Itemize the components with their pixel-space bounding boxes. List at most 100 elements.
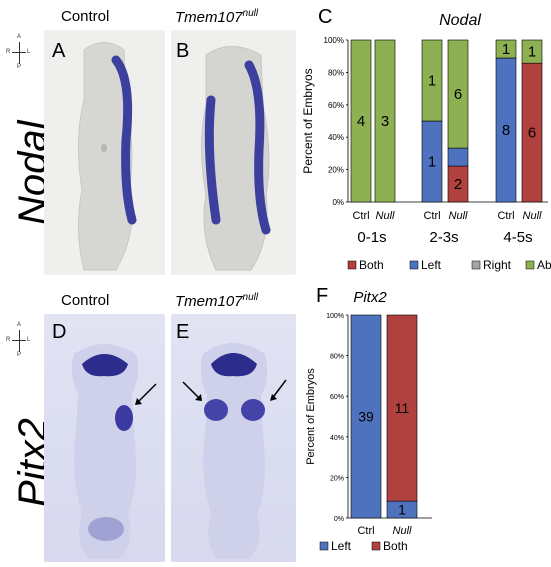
data-label: 1 (428, 73, 436, 90)
y-tick-label: 0% (332, 198, 344, 207)
legend-label-right: Right (483, 258, 512, 272)
legend-label-both: Both (359, 258, 384, 272)
legend-swatch-both (371, 541, 381, 551)
legend-label-absent: Absent (537, 258, 551, 272)
data-label: 1 (502, 41, 510, 58)
bar-segment-absent (350, 39, 372, 203)
legend-swatch-both (347, 260, 357, 270)
panel-f-label: F (316, 285, 329, 307)
data-label: 1 (528, 44, 536, 61)
axis-left: L (27, 49, 31, 55)
axis-posterior: P (17, 352, 22, 358)
panel-b-label: B (176, 40, 190, 62)
x-tick-label: Null (523, 210, 543, 222)
data-label: 2 (454, 176, 462, 193)
bar-segment-both (386, 314, 418, 502)
axis-right: R (6, 337, 11, 343)
x-tick-label: Null (376, 210, 396, 222)
top-col1-header: Control (61, 8, 110, 25)
x-tick-label: Null (449, 210, 469, 222)
y-tick-label: 80% (328, 68, 344, 77)
group-label: 0-1s (357, 229, 386, 246)
embryo-photo-control-nodal (44, 30, 165, 275)
y-tick-label: 40% (330, 435, 344, 442)
x-tick-label: Ctrl (352, 210, 369, 222)
bar-segment-absent (447, 39, 469, 149)
chart-title: Pitx2 (353, 289, 387, 306)
bar-segment-absent (521, 39, 543, 64)
y-axis-label: Percent of Embryos (301, 68, 315, 173)
axis-posterior: P (17, 64, 22, 70)
orientation-cross-top: A P R L (6, 34, 32, 74)
arrow-head-e-left (195, 394, 202, 401)
x-tick-label: Ctrl (497, 210, 514, 222)
y-tick-label: 60% (328, 101, 344, 110)
legend-label-left: Left (421, 258, 442, 272)
cross-vertical (19, 42, 20, 64)
embryo-photo-null-pitx2 (171, 314, 296, 562)
embryo-photo-null-nodal (171, 30, 296, 275)
y-tick-label: 40% (328, 133, 344, 142)
bottom-col1-header: Control (61, 292, 110, 309)
legend-swatch-left (319, 541, 329, 551)
cross-vertical (19, 330, 20, 352)
arrow-line-d (135, 383, 157, 405)
y-tick-label: 100% (326, 313, 344, 320)
legend-swatch-right (471, 260, 481, 270)
y-tick-label: 20% (328, 166, 344, 175)
panel-c-label: C (318, 6, 333, 28)
legend-swatch-left (409, 260, 419, 270)
bar-segment-absent (374, 39, 396, 203)
x-tick-label: Ctrl (357, 525, 374, 537)
bar-segment-left (350, 314, 382, 519)
axis-right: R (6, 49, 11, 55)
cross-horizontal (12, 52, 26, 53)
embryo-photo-control-pitx2 (44, 314, 165, 562)
top-col2-header-base: Tmem107 (175, 9, 243, 26)
orientation-cross-bottom: A P R L (6, 322, 32, 362)
bar-segment-left (447, 147, 469, 167)
embryo-nodal-a (77, 42, 137, 271)
data-label: 1 (398, 502, 406, 518)
data-label: 39 (358, 409, 374, 425)
y-tick-label: 80% (330, 354, 344, 361)
embryo-pitx2-e (182, 343, 287, 559)
data-label: 11 (395, 400, 410, 416)
data-label: 4 (357, 113, 365, 130)
bottom-col2-header-base: Tmem107 (175, 293, 243, 310)
arrow-head-e-right (270, 394, 277, 401)
nodal-chart: Nodal Percent of Embryos 0% 20% 40% 60% 80% 100… (301, 12, 551, 272)
top-col2-header-sup: null (242, 8, 259, 19)
y-tick-label: 100% (324, 36, 344, 45)
panel-e-label: E (176, 321, 190, 343)
y-tick-label: 0% (334, 516, 344, 523)
data-label: 6 (454, 86, 462, 103)
legend-label-both: Both (383, 539, 408, 553)
axis-left: L (27, 337, 31, 343)
y-axis-label: Percent of Embryos (305, 368, 317, 465)
y-tick-label: 20% (330, 475, 344, 482)
y-tick-label: 60% (330, 394, 344, 401)
x-tick-label: Null (393, 525, 413, 537)
top-col2-header: Tmem107null (175, 8, 258, 26)
legend-swatch-absent (525, 260, 535, 270)
bottom-col2-header: Tmem107null (175, 292, 258, 310)
panel-a-label: A (52, 40, 66, 62)
legend-label-left: Left (331, 539, 352, 553)
bar-segment-absent (495, 39, 517, 59)
embryo-nodal-b (201, 46, 271, 271)
x-tick-label: Ctrl (423, 210, 440, 222)
group-label: 2-3s (429, 229, 458, 246)
pitx2-chart: Pitx2 Percent of Embryos 0% 20% 40% 60% 80% 100… (305, 289, 432, 553)
data-label: 1 (428, 154, 436, 171)
cross-horizontal (12, 340, 26, 341)
chart-title: Nodal (439, 12, 481, 29)
axis-anterior: A (17, 322, 22, 328)
data-label: 6 (528, 125, 536, 142)
arrow-head-d (135, 398, 142, 405)
bar-segment-absent (421, 39, 443, 122)
data-label: 8 (502, 122, 510, 139)
panel-d-label: D (52, 321, 67, 343)
axis-anterior: A (17, 34, 22, 40)
group-label: 4-5s (503, 229, 532, 246)
